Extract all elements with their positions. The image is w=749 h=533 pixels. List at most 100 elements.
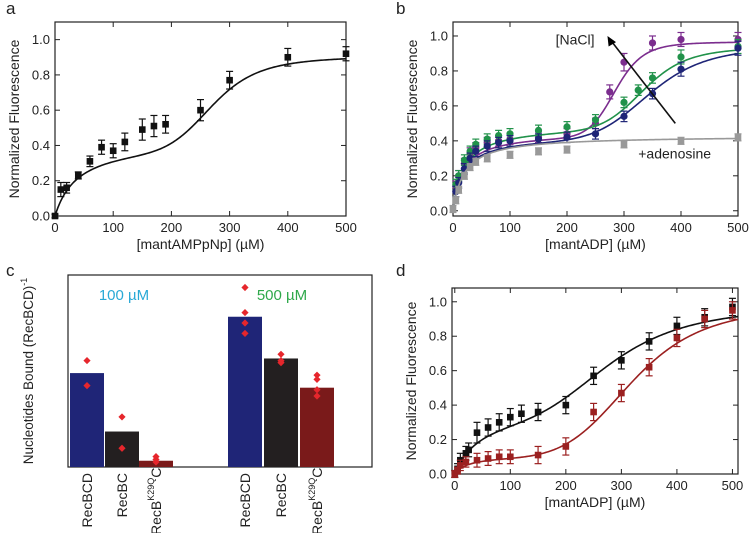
y-tick-label: 1.0 [32,32,50,47]
concentration-unit: µM [128,287,149,304]
data-point [618,389,625,397]
panel-letter: d [396,261,405,280]
bar [264,358,298,467]
bar [228,316,262,467]
x-tick-label: 300 [219,220,241,235]
data-point [162,120,169,128]
y-axis-label: Nucleotides Bound (RecBCD)-1 [19,278,36,465]
replicate-point [118,444,126,452]
x-tick-label: 200 [555,478,577,493]
series-mantamppnp [51,46,350,220]
x-tick-label: 400 [670,220,692,235]
replicate-point [241,329,249,338]
fit-line [452,137,739,211]
y-tick-label: 0.8 [430,63,448,78]
y-tick-label: 0.4 [430,133,448,148]
data-point [473,456,481,464]
y-tick-label: 0.2 [430,168,448,183]
x-tick-label: 300 [613,220,635,235]
replicate-point [241,308,249,317]
x-tick-label: 500 [335,220,357,235]
y-tick-label: 0.8 [429,329,447,344]
fit-line [54,57,347,217]
nacl-arrow [610,40,676,124]
fit-line [454,318,739,475]
y-tick-label: 1.0 [430,28,448,43]
x-tick-label: 500 [722,478,744,493]
data-point [563,133,571,141]
series-green [452,38,742,211]
data-point [473,429,481,436]
y-axis-label: Normalized Fluorescence [6,39,22,198]
panel-d: 0 100 200 300 400 500 0.0 0.2 0.4 0.6 0.8 1.0 [mantA… [396,261,743,510]
x-tick-label: 0 [451,478,458,493]
data-point [51,212,59,220]
plot-frame [54,21,347,217]
x-tick-label: 300 [611,478,633,493]
concentration-unit: µM [286,287,307,304]
data-point [562,401,570,409]
data-point [606,88,614,96]
data-point [462,458,470,466]
data-point [462,450,470,457]
x-tick-label: 200 [556,220,578,235]
data-point [121,138,129,146]
y-axis-label: Normalized Fluorescence [403,301,419,460]
y-tick-label: 0.2 [32,173,50,188]
y-axis-label-superscript: -1 [19,278,29,286]
panel-letter: a [6,0,16,18]
data-point [460,156,468,164]
data-point [506,151,514,159]
series-red [451,301,739,479]
replicate-point [313,371,321,379]
data-point [618,357,625,364]
series--adenosine [449,133,742,214]
data-point [495,138,503,147]
data-point [634,86,642,94]
y-tick-label: 0.0 [430,203,448,218]
adenosine-label: +adenosine [638,145,711,161]
data-point [534,126,543,134]
data-point [461,172,468,180]
data-point [507,413,514,421]
data-point [620,141,628,148]
replicate-point [118,413,126,421]
x-tick-label: 400 [277,220,299,235]
data-point [342,50,350,58]
data-point [535,148,542,155]
replicate-point [152,458,160,466]
data-point [591,116,600,124]
data-point [139,126,146,133]
data-point [483,142,491,150]
plot-frame [67,274,373,468]
data-point [197,106,204,114]
category-label: RecBC [273,473,289,517]
y-tick-label: 0.0 [429,467,447,482]
x-axis-label: [mantAMPpNp] (µM) [137,236,265,252]
category-label: RecBK29QC [146,468,164,533]
bar [300,387,334,467]
data-point [562,443,570,450]
data-point [677,53,685,61]
plot-frame [452,21,739,217]
data-point [452,196,460,204]
data-point [677,137,685,145]
data-point [534,135,543,143]
y-tick-label: 0.4 [429,398,447,413]
data-point [495,453,503,461]
category-label: RecBCD [79,473,95,527]
data-point [495,419,503,426]
data-point [284,53,292,61]
category-label-suffix: C [309,468,325,478]
nacl-label: [NaCl] [556,32,595,48]
data-point [507,453,514,461]
panel-a: 0 100 200 300 400 500 0.0 0.2 0.4 0.6 0.8 1.0 [mantA… [6,0,357,252]
data-point [648,74,657,82]
y-tick-label: 0.8 [32,67,50,82]
data-point [449,205,457,213]
data-point [466,154,474,162]
data-point [150,122,158,130]
data-point [729,307,736,314]
data-point [74,172,82,179]
replicate-point [83,356,91,365]
